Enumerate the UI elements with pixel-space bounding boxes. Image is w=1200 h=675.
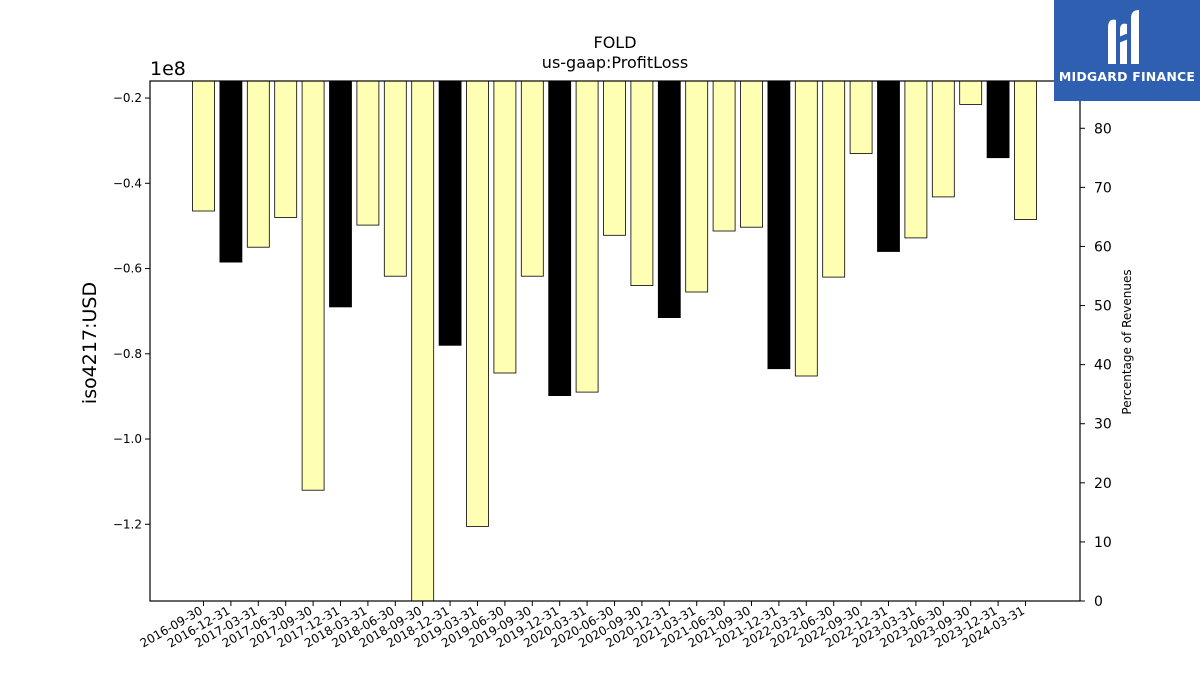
y-tick-label: −0.2 [113,91,142,105]
y2-tick-label: 20 [1094,476,1112,492]
y2-tick-label: 60 [1094,239,1112,255]
y-tick-label: −1.2 [113,517,142,531]
y-tick-label: −0.4 [113,176,142,190]
y2-tick-label: 40 [1094,358,1112,374]
y-axis-offset-label: 1e8 [150,58,186,80]
y-axis-label: iso4217:USD [79,282,101,404]
bar [548,80,572,397]
x-axis-ticks: 2016-09-302016-12-312017-03-312017-06-30… [138,601,1027,650]
bar [219,80,243,263]
bar [794,80,818,377]
bar [740,80,763,228]
bar [575,80,599,393]
bar [767,80,791,370]
bar [685,80,709,293]
bar [657,80,681,319]
y-tick-label: −1.0 [113,432,142,446]
bar [274,80,298,218]
bar [301,80,325,491]
bar [630,80,654,287]
bar [466,80,489,527]
y2-axis-ticks: 0 10 20 30 40 50 60 70 80 [1080,121,1112,610]
chart-title: FOLD [593,33,636,52]
y2-tick-label: 30 [1094,417,1112,433]
plot-frame [149,80,1081,602]
bar [986,80,1010,159]
bar [904,80,928,239]
y2-tick-label: 70 [1094,180,1112,196]
bar [1014,80,1037,220]
logo-text: MIDGARD FINANCE [1058,69,1196,84]
y-tick-label: −0.8 [113,347,142,361]
bar [329,80,352,308]
y2-tick-label: 80 [1094,121,1112,137]
bar [849,80,873,154]
bar [877,80,900,252]
chart-subtitle: us-gaap:ProfitLoss [542,53,688,72]
bar [383,80,407,277]
bar [411,80,435,602]
bar [438,80,462,346]
y2-tick-label: 50 [1094,299,1112,315]
bar [520,80,544,277]
bar [246,80,270,248]
bar [959,80,983,105]
bar [356,80,380,226]
y-tick-label: −0.6 [113,262,142,276]
bar [192,80,215,212]
y-axis-ticks: −0.2 −0.4 −0.6 −0.8 −1.0 −1.2 [113,91,150,531]
y2-axis-label: Percentage of Revenues [1120,269,1134,414]
bar [822,80,846,278]
midgard-logo-icon [1108,10,1139,65]
bar [931,80,955,198]
bar-series [192,80,1037,602]
bar [712,80,736,232]
y2-tick-label: 10 [1094,535,1112,551]
bar [493,80,517,374]
y2-tick-label: 0 [1094,594,1103,610]
midgard-finance-logo: MIDGARD FINANCE [1054,0,1200,101]
bar [603,80,626,236]
